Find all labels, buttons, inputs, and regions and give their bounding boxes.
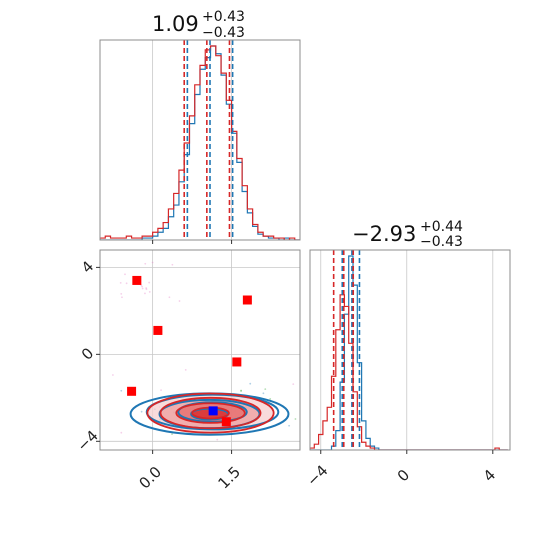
hist2-xtick-label-1: 0 [394,466,413,485]
joint-scatter-point-26 [317,411,319,413]
joint-scatter-tail-16 [171,263,174,266]
joint-scatter-tail-8 [178,300,181,302]
joint-xtick-label-0: 0.0 [135,463,165,493]
joint-blue-marker [208,406,218,416]
joint-scatter-tail-6 [168,296,171,299]
joint-scatter-point-86 [120,431,123,434]
hist1-ticks [152,240,233,244]
joint-ytick-label-0: −4 [73,427,101,455]
hist2-xtick-label-0: −4 [303,461,331,489]
joint-scatter-tail-13 [120,292,123,295]
joint-scatter-tail-10 [124,273,126,276]
joint-ytick-label-2: 4 [78,257,97,276]
hist1-frame [99,39,301,241]
joint-scatter-tail-15 [121,296,123,299]
hist1-panel: 1.09 +0.43 −0.43 [99,9,301,244]
hist2-xtick-label-2: 4 [480,466,499,485]
joint-blue-contour-1 [177,401,248,423]
joint-markers [127,275,252,427]
joint-scatter-point-52 [240,390,242,392]
hist2-title-plus: +0.44 [420,219,463,235]
hist1-series-red [100,45,300,240]
hist2-panel: −4 0 4 −2.93 +0.44 −0.43 [303,219,511,490]
joint-scatter-point-53 [292,383,295,386]
hist2-ticks: −4 0 4 [303,450,499,490]
joint-scatter-point-70 [269,398,272,400]
joint-red-marker-0 [132,275,142,285]
hist2-title-value: −2.93 [352,222,416,246]
joint-scatter-point-63 [262,392,265,395]
joint-scatter-tail-17 [145,287,148,289]
joint-scatter-tail-2 [148,281,151,284]
joint-scatter-point-23 [160,389,162,392]
hist1-quantile-lines [183,40,234,240]
joint-scatter-point-31 [294,418,297,420]
joint-red-contour-1 [175,402,246,424]
hist2-frame [309,249,511,451]
joint-red-marker-2 [242,295,252,305]
hist1-title: 1.09 [152,12,199,36]
hist1-title-value: 1.09 [152,12,199,36]
hist1-grid [152,40,232,240]
joint-scatter-point-55 [171,433,173,436]
joint-scatter-tail-3 [144,262,147,265]
joint-scatter-tail-12 [141,287,144,290]
hist1-histograms [100,45,300,240]
hist2-title-minus: −0.43 [420,234,463,250]
joint-scatter-point-62 [184,368,187,371]
joint-xtick-label-1: 1.5 [214,463,244,493]
joint-scatter-point-79 [326,395,328,397]
joint-red-marker-5 [221,417,231,427]
joint-scatter-point-34 [264,388,267,391]
joint-ticks: −4 0 4 0.0 1.5 [73,257,244,492]
joint-scatter-point-29 [111,374,114,376]
joint-frame [99,249,301,451]
joint-red-contour-2 [159,396,262,430]
joint-scatter-point-60 [288,424,291,427]
joint-scatter-point-21 [120,389,123,392]
joint-scatter-point-0 [394,407,396,409]
hist2-series-red [310,294,508,450]
joint-scatter-point-15 [140,410,143,413]
hist2-series-blue [310,255,508,450]
joint-scatter-point-5 [216,438,219,441]
joint-red-contour-3 [146,392,275,434]
joint-red-marker-4 [127,386,137,396]
joint-scatter-tail-7 [119,281,122,284]
joint-ytick-label-1: 0 [78,344,97,363]
joint-scatter-tail-14 [151,261,154,264]
joint-scatter-point-58 [240,389,242,392]
hist2-quantile-lines [332,250,361,450]
joint-scatter-tail-1 [125,282,128,285]
joint-scatter-tail-4 [141,285,143,288]
hist1-title-plus: +0.43 [202,9,245,25]
joint-scatter-tail-11 [148,291,151,293]
joint-scatter-tail-9 [144,292,146,295]
joint-panel: −4 0 4 0.0 1.5 [73,249,396,492]
hist2-grid [320,250,494,450]
hist2-title: −2.93 [352,222,416,246]
hist2-histograms [310,255,508,450]
joint-scatter-tail-0 [145,288,148,291]
joint-scatter-point-30 [249,382,252,385]
joint-red-marker-1 [153,325,163,335]
hist1-title-minus: −0.43 [202,25,245,41]
joint-red-marker-3 [232,357,242,367]
